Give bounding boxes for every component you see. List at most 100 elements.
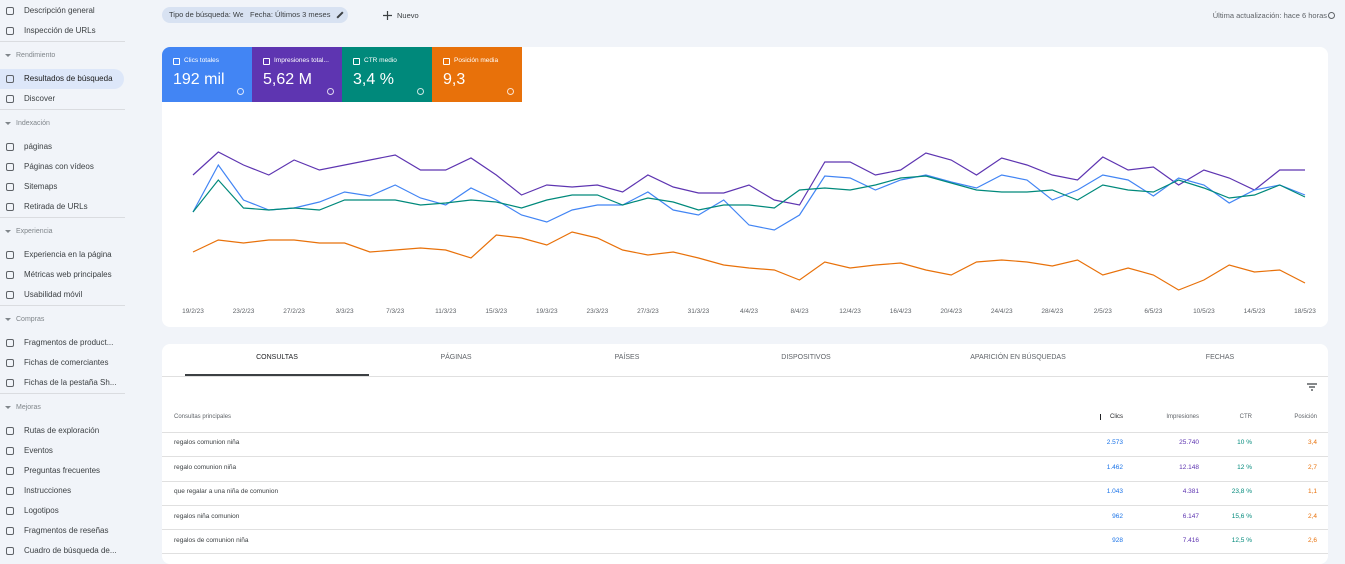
metric-tile[interactable]: CTR medio 3,4 % (342, 47, 432, 102)
x-tick-label: 8/4/23 (791, 308, 809, 315)
nav-item[interactable]: Fichas de la pestaña Sh... (0, 373, 124, 393)
nav-section[interactable]: Mejoras (0, 393, 125, 421)
x-tick-label: 2/5/23 (1094, 308, 1112, 315)
nav-item[interactable]: Resultados de búsqueda (0, 69, 124, 89)
nav-item[interactable]: Fichas de comerciantes (0, 353, 124, 373)
table-card (162, 344, 1328, 564)
query-cell[interactable]: regalos niña comunion (174, 513, 240, 520)
metric-value: 9,3 (443, 71, 466, 88)
query-cell[interactable]: regalos comunion niña (174, 439, 240, 446)
nav-icon (6, 379, 14, 387)
nav-section[interactable]: Indexación (0, 109, 125, 137)
row-divider (162, 505, 1328, 506)
nav-icon (6, 339, 14, 347)
x-tick-label: 27/2/23 (283, 308, 305, 315)
filter-chip[interactable]: Fecha: Últimos 3 meses (243, 7, 349, 23)
table-value: 928 (1112, 537, 1123, 544)
series-line (192, 231, 1306, 291)
chart: 19/2/23 23/2/23 27/2/23 3/3/23 7/3/23 11/3/23… (182, 151, 1316, 315)
tab[interactable]: PAÍSES (614, 354, 640, 361)
nav-label: Cuadro de búsqueda de... (24, 546, 117, 555)
metric-value: 192 mil (173, 71, 225, 88)
nav-section[interactable]: Compras (0, 305, 125, 333)
query-cell[interactable]: regalo comunion niña (174, 464, 237, 471)
nav-item[interactable]: Descripción general (0, 1, 124, 21)
nav-item[interactable]: Cuadro de búsqueda de... (0, 541, 124, 561)
table-value: 2,7 (1307, 464, 1317, 471)
column-header[interactable]: Posición (1294, 414, 1317, 420)
nav-label: Experiencia en la página (24, 250, 112, 259)
x-tick-label: 6/5/23 (1144, 308, 1162, 315)
metric-tile[interactable]: Clics totales 192 mil (162, 47, 252, 102)
row-divider (162, 456, 1328, 457)
nav-label: Retirada de URLs (24, 202, 88, 211)
filter-icon[interactable] (1307, 383, 1317, 391)
last-update: Última actualización: hace 6 horas (1212, 11, 1327, 20)
query-cell[interactable]: regalos de comunion niña (174, 537, 249, 544)
checkbox (353, 58, 360, 65)
query-cell[interactable]: que regalar a una niña de comunion (174, 488, 279, 495)
help-icon (327, 88, 334, 95)
nav-item[interactable]: páginas (0, 137, 124, 157)
nav-item[interactable]: Sitemaps (0, 177, 124, 197)
tab[interactable]: APARICIÓN EN BÚSQUEDAS (970, 354, 1066, 361)
nav-item[interactable]: Fragmentos de reseñas (0, 521, 124, 541)
table-value: 15,6 % (1231, 513, 1252, 520)
nav-item[interactable]: Rutas de exploración (0, 421, 124, 441)
tab[interactable]: DISPOSITIVOS (781, 354, 831, 361)
tab[interactable]: PÁGINAS (440, 354, 472, 361)
nav-icon (6, 163, 14, 171)
nav-item[interactable]: Experiencia en la página (0, 245, 124, 265)
row-divider (162, 481, 1328, 482)
tab[interactable]: FECHAS (1205, 354, 1235, 361)
help-icon (507, 88, 514, 95)
nav-icon (6, 487, 14, 495)
nav-item[interactable]: Páginas con vídeos (0, 157, 124, 177)
nav-item[interactable]: Inspección de URLs (0, 21, 124, 41)
nav-item[interactable]: Fragmentos de product... (0, 333, 124, 353)
table-value: 2,6 (1307, 537, 1317, 544)
plus-icon (383, 11, 392, 20)
nav-item[interactable]: Usabilidad móvil (0, 285, 124, 305)
nav-label: Eventos (24, 446, 53, 455)
nav-item[interactable]: Eventos (0, 441, 124, 461)
nav-item[interactable]: Logotipos (0, 501, 124, 521)
nav-item[interactable]: Métricas web principales (0, 265, 124, 285)
table-value: 6.147 (1182, 513, 1199, 520)
column-header[interactable]: Impresiones (1166, 414, 1199, 420)
nav-icon (6, 507, 14, 515)
nav-icon (6, 7, 14, 15)
column-header[interactable]: Clics (1110, 414, 1123, 420)
table-value: 12,5 % (1231, 537, 1252, 544)
column-header[interactable]: Consultas principales (174, 414, 232, 420)
nav-item[interactable]: Discover (0, 89, 124, 109)
x-tick-label: 24/4/23 (991, 308, 1013, 315)
new-filter[interactable]: Nuevo (397, 11, 419, 20)
nav-icon (6, 75, 14, 83)
tab-underline (185, 374, 369, 376)
sort-arrow (1100, 414, 1101, 420)
nav-icon (6, 95, 14, 103)
nav-section[interactable]: Experiencia (0, 217, 125, 245)
metric-tile[interactable]: Impresiones total... 5,62 M (252, 47, 342, 102)
metric-label: Clics totales (184, 57, 220, 64)
table-value: 1.462 (1106, 464, 1123, 471)
nav-item[interactable]: Retirada de URLs (0, 197, 124, 217)
nav-item[interactable]: Preguntas frecuentes (0, 461, 124, 481)
tab[interactable]: CONSULTAS (256, 354, 298, 361)
table-value: 2.573 (1106, 439, 1123, 446)
nav-label: Logotipos (24, 506, 59, 515)
nav-label: Instrucciones (24, 486, 72, 495)
header-divider (162, 432, 1328, 433)
nav-icon (6, 203, 14, 211)
nav-icon (6, 291, 14, 299)
metric-label: Impresiones total... (274, 57, 329, 64)
table-value: 7.416 (1182, 537, 1199, 544)
help-icon[interactable] (1328, 12, 1335, 19)
nav-item[interactable]: Instrucciones (0, 481, 124, 501)
filter-chip[interactable]: Tipo de búsqueda: Web (162, 7, 267, 23)
metric-tile[interactable]: Posición media 9,3 (432, 47, 522, 102)
nav-section[interactable]: Rendimiento (0, 41, 125, 69)
nav-icon (6, 359, 14, 367)
column-header[interactable]: CTR (1239, 414, 1252, 420)
